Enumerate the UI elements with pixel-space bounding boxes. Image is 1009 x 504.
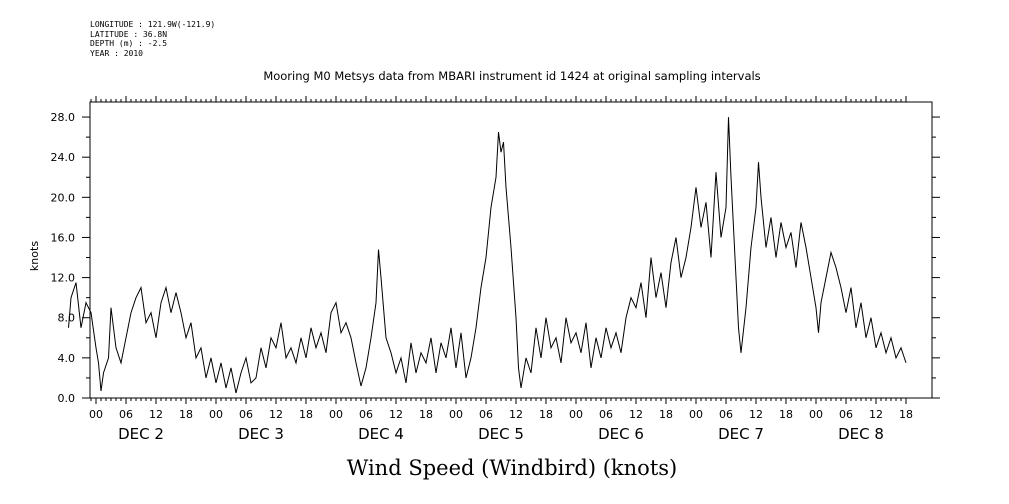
wind-speed-line (68, 117, 907, 394)
x-tick-label: 12 (149, 408, 163, 421)
x-day-label: DEC 3 (238, 425, 284, 443)
chart-title: Mooring M0 Metsys data from MBARI instru… (263, 69, 760, 83)
y-tick-label: 8.0 (58, 312, 76, 325)
x-tick-label: 06 (599, 408, 613, 421)
x-day-label: DEC 8 (838, 425, 884, 443)
x-axis-title: Wind Speed (Windbird) (knots) (347, 456, 677, 480)
x-tick-label: 12 (269, 408, 283, 421)
x-tick-label: 06 (719, 408, 733, 421)
axis-ticks (82, 96, 940, 404)
latitude-label: LATITUDE : 36.8N (90, 29, 168, 39)
x-tick-label: 12 (509, 408, 523, 421)
x-tick-label: 06 (359, 408, 373, 421)
x-tick-label: 18 (299, 408, 313, 421)
x-tick-label: 06 (479, 408, 493, 421)
y-tick-label: 0.0 (58, 392, 76, 405)
x-tick-label: 06 (239, 408, 253, 421)
metadata-block: LONGITUDE : 121.9W(-121.9) LATITUDE : 36… (90, 20, 215, 58)
y-tick-label: 20.0 (51, 191, 76, 204)
x-tick-label: 00 (689, 408, 703, 421)
x-tick-label: 06 (839, 408, 853, 421)
y-tick-label: 24.0 (51, 151, 76, 164)
x-day-label: DEC 4 (358, 425, 404, 443)
depth-label: DEPTH (m) : -2.5 (90, 39, 168, 48)
x-tick-label: 00 (449, 408, 463, 421)
x-tick-label: 06 (119, 408, 133, 421)
x-tick-label: 00 (569, 408, 583, 421)
x-tick-label: 18 (419, 408, 433, 421)
x-day-label: DEC 6 (598, 425, 644, 443)
x-day-label: DEC 7 (718, 425, 764, 443)
y-tick-label: 12.0 (51, 272, 76, 285)
x-day-label: DEC 5 (478, 425, 524, 443)
longitude-label: LONGITUDE : 121.9W(-121.9) (90, 20, 216, 29)
x-tick-label: 00 (809, 408, 823, 421)
y-tick-label: 28.0 (51, 111, 76, 124)
y-tick-labels: 0.0 4.0 8.0 12.0 16.0 20.0 24.0 28.0 (51, 111, 76, 405)
x-tick-label: 18 (659, 408, 673, 421)
x-tick-label: 18 (539, 408, 553, 421)
y-axis-label: knots (28, 241, 41, 271)
x-tick-label: 18 (179, 408, 193, 421)
x-tick-label: 12 (749, 408, 763, 421)
x-day-label: DEC 2 (118, 425, 164, 443)
x-tick-label: 18 (779, 408, 793, 421)
x-tick-label: 00 (209, 408, 223, 421)
x-tick-label: 00 (89, 408, 103, 421)
y-tick-label: 16.0 (51, 231, 76, 244)
x-tick-label: 12 (389, 408, 403, 421)
x-day-labels: DEC 2 DEC 3 DEC 4 DEC 5 DEC 6 DEC 7 DEC 8 (118, 425, 884, 443)
x-tick-label: 12 (869, 408, 883, 421)
x-tick-label: 12 (629, 408, 643, 421)
year-label: YEAR : 2010 (90, 48, 143, 58)
x-tick-labels: 00 06 12 18 00 06 12 18 00 06 12 18 00 06 12 18 00 06 12 18… (89, 408, 913, 421)
y-tick-label: 4.0 (58, 352, 76, 365)
x-tick-label: 00 (329, 408, 343, 421)
x-tick-label: 18 (899, 408, 913, 421)
